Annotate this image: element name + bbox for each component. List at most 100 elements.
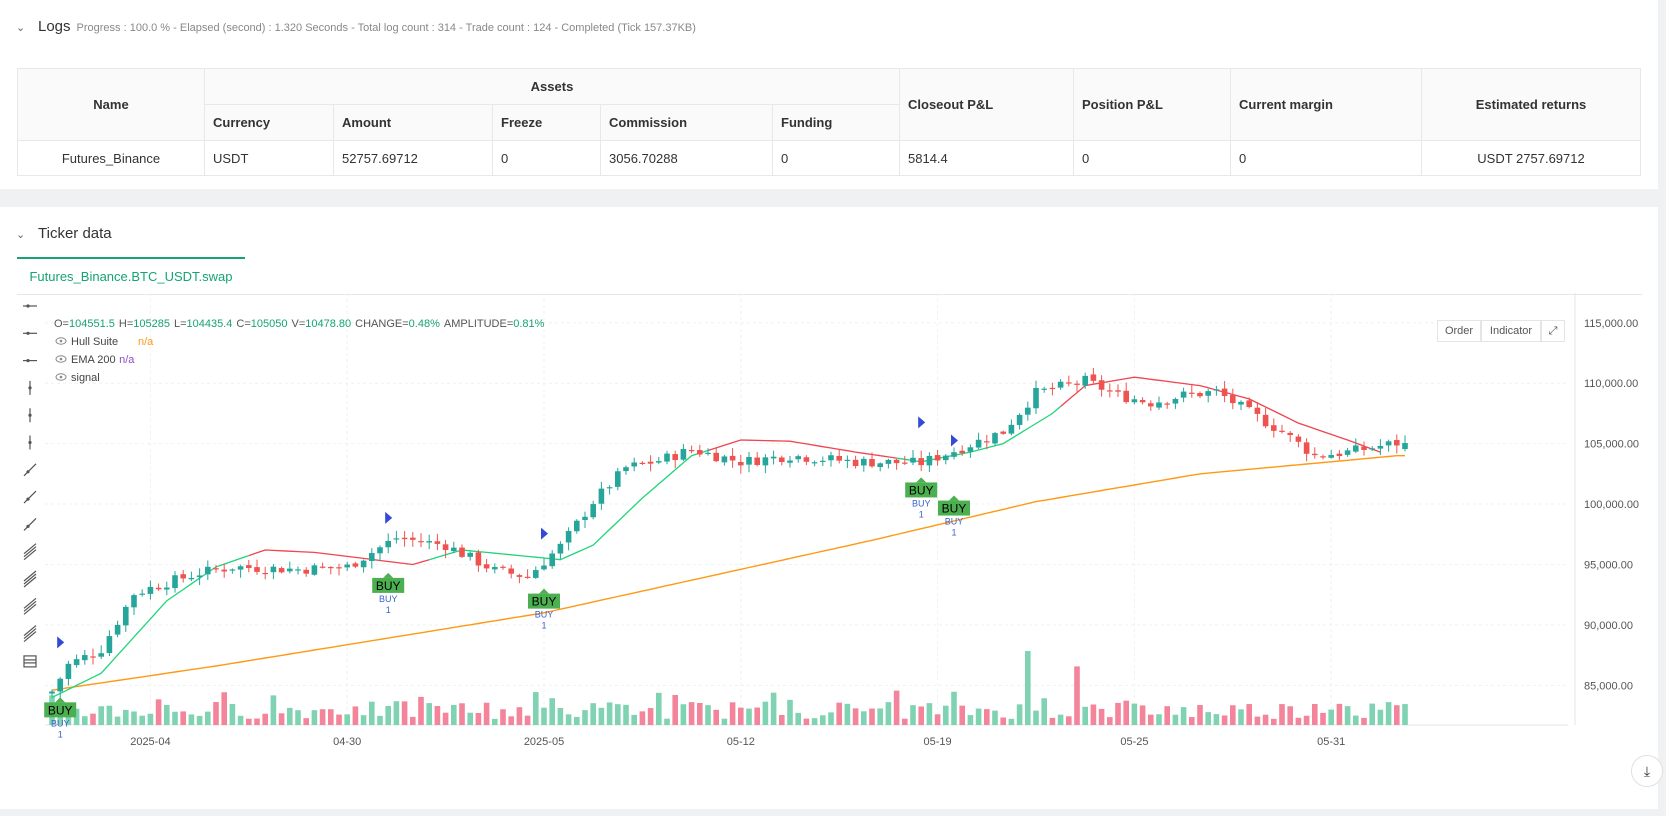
candle[interactable] [705,448,711,456]
candle[interactable] [656,456,662,465]
candle[interactable] [1377,439,1384,456]
candle[interactable] [73,654,80,668]
candle[interactable] [1057,379,1064,390]
candle[interactable] [672,450,678,469]
candle[interactable] [213,564,219,573]
eye-icon[interactable] [55,337,67,345]
candle[interactable] [1344,447,1351,457]
candle[interactable] [229,568,236,574]
candle[interactable] [1033,380,1039,415]
pitchfork-icon[interactable] [23,597,37,615]
trash-icon[interactable] [23,655,37,668]
line-tool-icon[interactable] [23,304,37,308]
candle[interactable] [410,532,416,547]
candle[interactable] [114,620,121,638]
candle[interactable] [270,564,277,580]
candle[interactable] [90,648,96,665]
candle[interactable] [836,449,842,464]
candle[interactable] [1205,388,1211,403]
candle[interactable] [1164,401,1170,409]
candle[interactable] [1074,380,1080,392]
candle[interactable] [205,560,211,580]
candle[interactable] [1107,383,1113,398]
candle[interactable] [1328,449,1334,459]
candle[interactable] [459,544,465,558]
candle[interactable] [1303,438,1310,462]
candle[interactable] [377,545,383,561]
vertical-segment-icon[interactable] [28,435,32,450]
candle[interactable] [164,581,170,596]
candle[interactable] [500,565,506,570]
candle[interactable] [492,563,498,574]
candle[interactable] [680,444,687,462]
candle[interactable] [598,481,605,510]
horizontal-lines-icon[interactable] [23,625,37,643]
candle[interactable] [869,452,875,468]
fib-icon[interactable] [23,543,37,561]
candle[interactable] [1115,384,1121,397]
candle[interactable] [65,660,72,686]
candle[interactable] [393,530,400,544]
candle[interactable] [1180,387,1187,403]
logs-header[interactable]: ⌄ Logs Progress : 100.0 % - Elapsed (sec… [16,18,696,35]
candle[interactable] [451,541,457,554]
candle[interactable] [278,566,285,574]
candle[interactable] [295,566,301,575]
candle[interactable] [697,444,703,458]
candle[interactable] [615,467,621,491]
candle[interactable] [1025,401,1031,421]
extended-line-icon[interactable] [23,359,37,363]
candle[interactable] [885,458,892,469]
candle[interactable] [729,447,736,468]
candle[interactable] [590,500,596,520]
candle[interactable] [1139,397,1146,405]
trend-ray-icon[interactable] [23,490,37,504]
candle[interactable] [975,432,982,450]
candle[interactable] [893,458,900,470]
candle[interactable] [123,604,129,632]
candle[interactable] [360,559,367,573]
ticker-header[interactable]: ⌄ Ticker data [16,225,112,242]
candle[interactable] [631,457,637,472]
candle[interactable] [762,454,769,474]
candle[interactable] [770,450,777,465]
candle[interactable] [1123,382,1129,404]
eye-icon[interactable] [55,373,67,381]
candle[interactable] [180,569,186,583]
candle[interactable] [246,559,252,573]
candle[interactable] [992,431,998,446]
candle[interactable] [1000,430,1006,435]
candle[interactable] [147,580,154,600]
candle[interactable] [877,462,883,472]
candle[interactable] [1230,388,1236,410]
candle[interactable] [172,571,178,593]
candle[interactable] [131,593,137,616]
candle[interactable] [533,566,539,580]
candle[interactable] [344,561,350,571]
candle[interactable] [1082,372,1088,389]
candle[interactable] [188,571,195,582]
candle[interactable] [1353,438,1359,454]
candle[interactable] [418,533,424,548]
candle[interactable] [1221,381,1228,403]
candle[interactable] [664,450,670,465]
candle[interactable] [1394,434,1400,454]
candle[interactable] [910,450,916,466]
candle[interactable] [1254,401,1261,422]
candle[interactable] [1049,382,1056,396]
candle[interactable] [1295,434,1302,448]
candle[interactable] [221,563,227,578]
candle[interactable] [1008,419,1015,436]
candle[interactable] [196,568,203,586]
candle[interactable] [738,454,744,474]
candle[interactable] [1098,375,1105,397]
candle[interactable] [106,630,113,657]
candle[interactable] [508,564,514,579]
candle[interactable] [328,565,334,575]
candle[interactable] [574,519,580,534]
candle[interactable] [1172,397,1179,409]
candle[interactable] [1320,454,1326,460]
candle[interactable] [902,456,908,466]
candle[interactable] [967,444,974,458]
